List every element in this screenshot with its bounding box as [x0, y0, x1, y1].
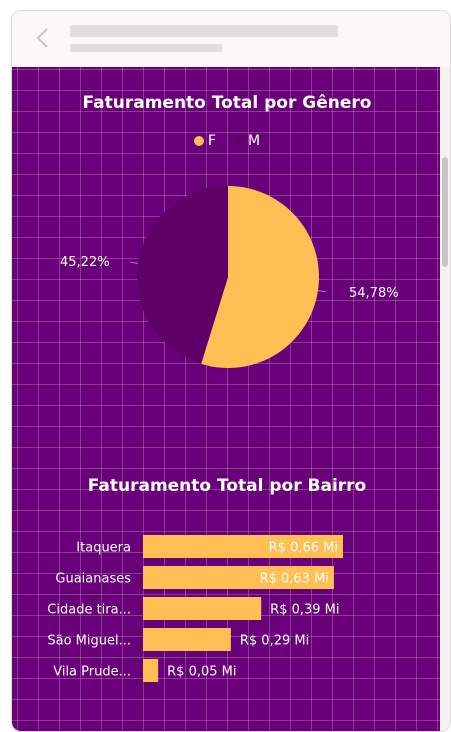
- page-title-placeholder: [70, 25, 338, 37]
- bar-value-label: R$ 0,63 Mi: [260, 572, 329, 587]
- bar-category-label: Guaianases: [55, 572, 131, 587]
- bar-category-label: Itaquera: [76, 541, 131, 556]
- pie-label-male: 45,22%: [60, 255, 110, 270]
- bar-category-label: Cidade tira...: [47, 603, 131, 618]
- bar-value-label: R$ 0,66 Mi: [269, 541, 338, 556]
- chevron-left-icon[interactable]: [34, 27, 52, 49]
- pie-leader-line-f: [317, 290, 326, 293]
- legend-label-male: M: [247, 133, 261, 149]
- legend-item-male[interactable]: M: [233, 133, 261, 149]
- report-canvas: Faturamento Total por Gênero F M 45,22% …: [12, 67, 442, 731]
- scrollbar-thumb[interactable]: [442, 157, 448, 267]
- bar-category-label: Vila Prude...: [53, 665, 131, 680]
- pie-chart: [130, 186, 326, 368]
- pie-chart-title: Faturamento Total por Gênero: [82, 93, 372, 113]
- pie-label-female: 54,78%: [349, 286, 399, 301]
- bar-rect[interactable]: [143, 566, 334, 589]
- bar-category-label: São Miguel...: [47, 634, 131, 649]
- bar-rect[interactable]: [143, 659, 159, 682]
- legend-item-female[interactable]: F: [193, 133, 216, 149]
- legend-dot-female: [193, 136, 204, 146]
- vertical-scrollbar[interactable]: [440, 67, 450, 731]
- bar-value-label: R$ 0,05 Mi: [167, 665, 236, 680]
- bar-chart: Itaquera R$ 0,66 Mi Guaianases R$ 0,63 Mi Ci…: [47, 535, 343, 682]
- header-bar: [12, 11, 450, 67]
- bar-value-label: R$ 0,39 Mi: [270, 603, 339, 618]
- bar-rect[interactable]: [143, 628, 231, 651]
- legend-dot-male: [233, 136, 244, 146]
- bar-value-label: R$ 0,29 Mi: [240, 634, 309, 649]
- pie-slice-f[interactable]: [201, 186, 319, 368]
- legend-label-female: F: [207, 133, 216, 149]
- page-subtitle-placeholder: [70, 44, 222, 52]
- pie-legend: F M: [12, 133, 442, 149]
- pie-leader-line-m: [130, 261, 139, 264]
- app-frame: Faturamento Total por Gênero F M 45,22% …: [11, 10, 451, 732]
- bar-chart-title: Faturamento Total por Bairro: [87, 476, 367, 496]
- bar-rect[interactable]: [143, 597, 262, 620]
- bar-rect[interactable]: [143, 535, 343, 558]
- pie-slice-m[interactable]: [136, 186, 228, 364]
